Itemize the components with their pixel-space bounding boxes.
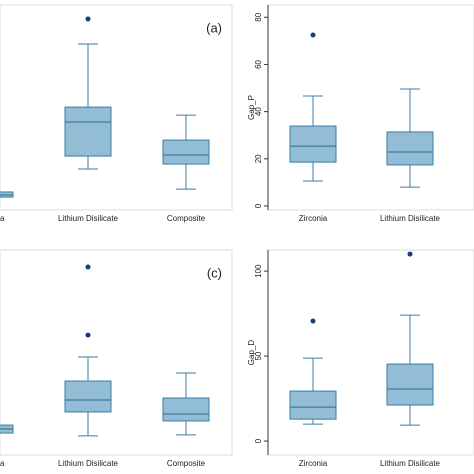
y-tick-label: 0 — [254, 438, 263, 443]
box — [162, 139, 210, 165]
plot-area — [0, 4, 233, 211]
panel-label: (a) — [206, 20, 222, 35]
outlier — [310, 318, 316, 324]
box — [64, 380, 112, 413]
y-tick-label: 0 — [254, 203, 263, 208]
outlier — [310, 32, 316, 38]
plot-area — [267, 4, 474, 211]
x-tick-label: Lithium Disilicate — [58, 214, 119, 223]
plot-area — [0, 249, 233, 456]
outlier — [85, 16, 91, 22]
box — [0, 191, 14, 198]
y-axis-title: Gap_P — [247, 95, 256, 120]
box — [386, 131, 434, 166]
x-tick-label: Composite — [167, 459, 206, 468]
box — [289, 125, 337, 163]
y-tick-label: 40 — [254, 107, 263, 116]
y-tick-label: 20 — [254, 154, 263, 163]
x-tick-label: Lithium Disilicate — [380, 459, 441, 468]
x-tick-label: Composite — [167, 214, 206, 223]
box — [162, 397, 210, 422]
y-tick-label: 50 — [254, 351, 263, 360]
outlier — [407, 251, 413, 257]
x-tick-label: Zirconia — [299, 214, 328, 223]
box — [386, 363, 434, 406]
y-tick-label: 60 — [254, 59, 263, 68]
box — [64, 106, 112, 157]
x-tick-label: Lithium Disilicate — [380, 214, 441, 223]
outlier — [85, 264, 91, 270]
outlier — [85, 332, 91, 338]
box — [289, 390, 337, 420]
plot-area — [267, 249, 474, 456]
y-axis-title: Gap_D — [247, 340, 256, 366]
y-tick-label: 80 — [254, 12, 263, 21]
y-tick-label: 100 — [254, 264, 263, 278]
x-tick-label: Lithium Disilicate — [58, 459, 119, 468]
x-tick-label: Zirconia — [299, 459, 328, 468]
panel-label: (c) — [207, 265, 222, 280]
x-tick-label: a — [0, 459, 5, 468]
x-tick-label: a — [0, 214, 5, 223]
